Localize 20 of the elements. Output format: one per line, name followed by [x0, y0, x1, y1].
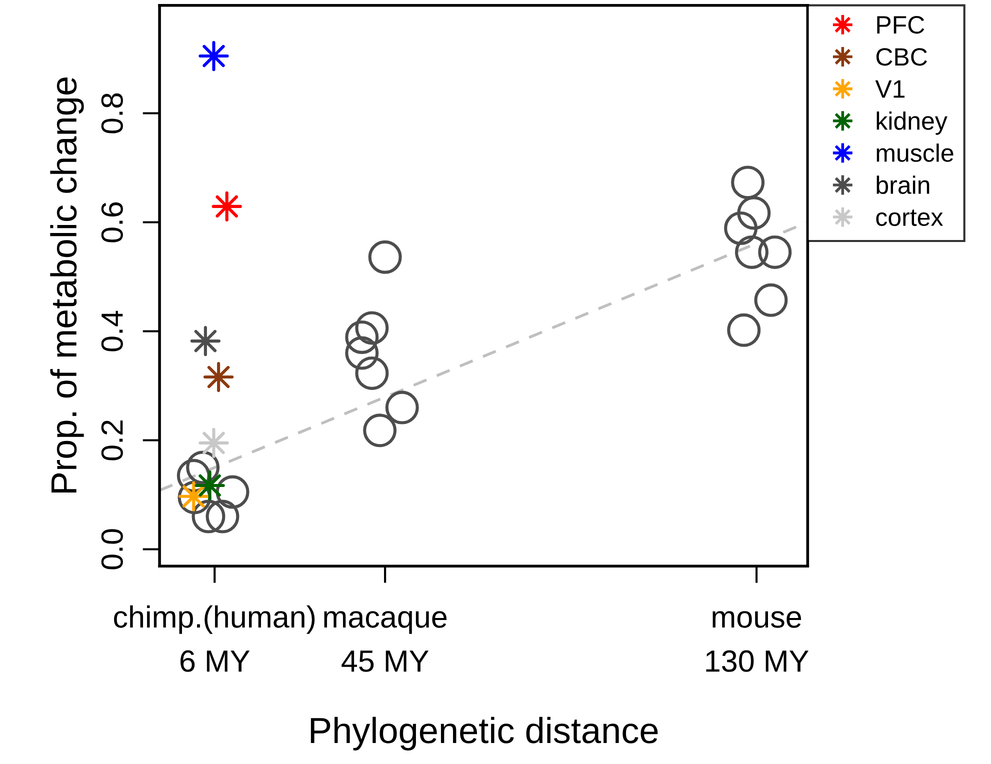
- x-tick-label: 6 MY: [180, 650, 250, 672]
- y-tick-label: 0.6: [101, 202, 123, 242]
- text: macaque: [324, 611, 447, 634]
- legend-label: V1: [875, 80, 905, 98]
- legend-label: PFC: [877, 16, 924, 34]
- y-tick-label: 0.4: [101, 310, 123, 352]
- legend-label: kidney: [876, 112, 948, 135]
- y-tick-label: 0.8: [101, 93, 123, 134]
- y-tick-label: 0.2: [101, 420, 123, 460]
- y-axis-title: Prop. of metabolic change: [50, 78, 84, 493]
- legend-label: brain: [876, 176, 930, 194]
- x-axis-title: Phylogenetic distance: [310, 716, 658, 750]
- text: chimp.(human): [114, 605, 315, 634]
- x-tick-label: 130 MY: [706, 650, 809, 672]
- x-tick-label: 45 MY: [342, 650, 429, 672]
- legend-label: muscle: [876, 144, 954, 162]
- y-tick-label: 0.0: [101, 529, 123, 570]
- text: mouse: [712, 611, 802, 628]
- legend-label: cortex: [876, 210, 943, 226]
- legend-label: CBC: [876, 48, 927, 66]
